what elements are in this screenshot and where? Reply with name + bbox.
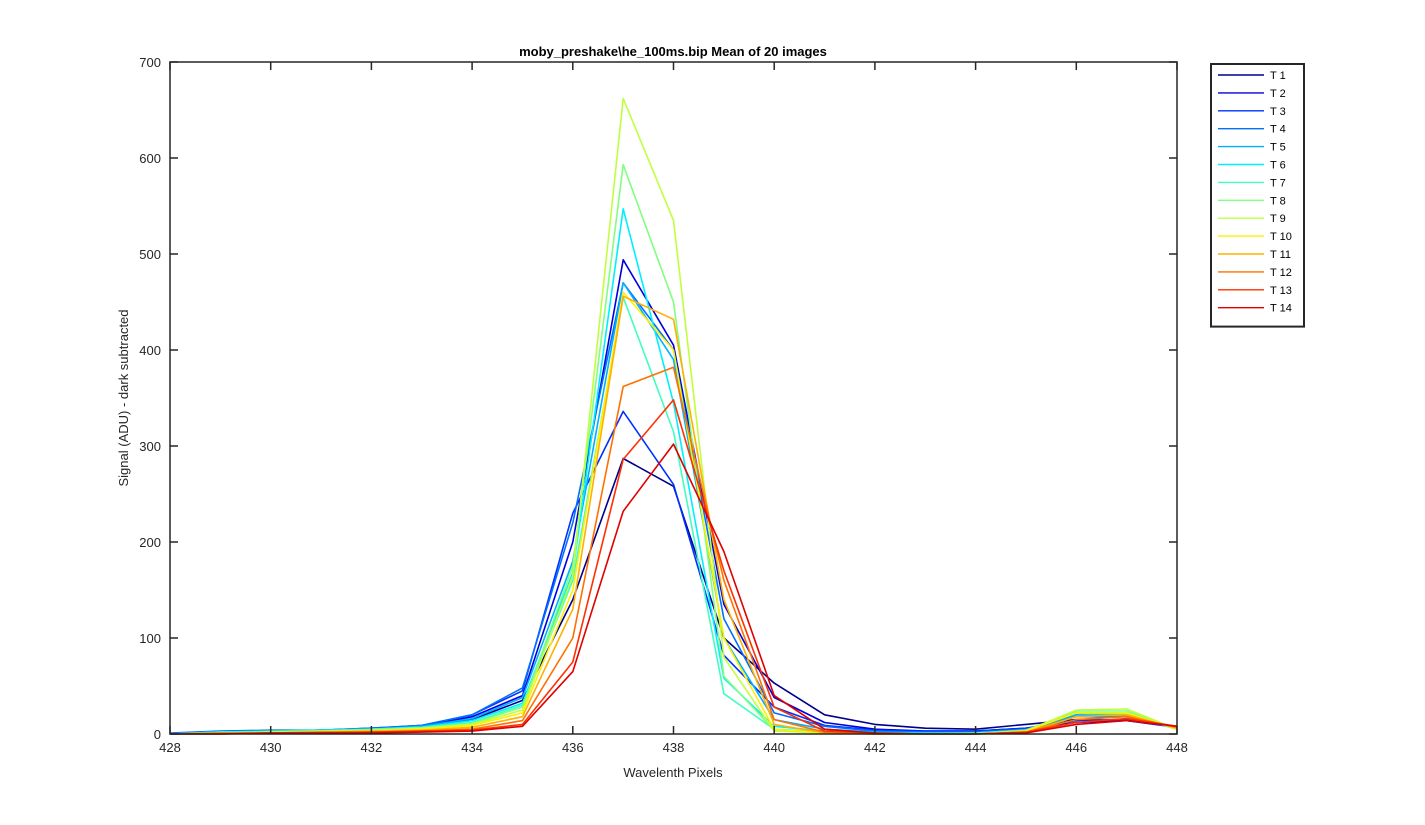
x-tick-label: 430 [260, 740, 282, 755]
legend: T 1 T 2 T 3 T 4 T 5 T 6 T 7 T 8 T 9 T 10 T 11 T 12 T… [1210, 63, 1305, 328]
x-tick-label: 444 [965, 740, 987, 755]
legend-box [1210, 63, 1305, 328]
y-tick-label: 700 [139, 55, 161, 70]
x-tick-label: 436 [562, 740, 584, 755]
legend-label: T 1 [1270, 70, 1286, 82]
y-tick-label: 100 [139, 631, 161, 646]
x-tick-label: 434 [461, 740, 483, 755]
legend-label: T 11 [1270, 249, 1291, 261]
ticks-layer: 428 430 432 434 436 438 440 442 444 446 448 0 100 200… [139, 55, 1188, 755]
legend-label: T 4 [1270, 124, 1286, 136]
x-tick-label: 446 [1065, 740, 1087, 755]
y-tick-label: 0 [154, 727, 161, 742]
chart-title: moby_preshake\he_100ms.bip Mean of 20 im… [519, 44, 827, 59]
x-tick-label: 440 [763, 740, 785, 755]
x-tick-label: 438 [663, 740, 685, 755]
legend-label: T 6 [1270, 160, 1286, 172]
x-tick-label: 448 [1166, 740, 1188, 755]
y-axis-label: Signal (ADU) - dark subtracted [116, 309, 131, 486]
legend-label: T 5 [1270, 142, 1286, 154]
y-tick-label: 300 [139, 439, 161, 454]
legend-label: T 2 [1270, 88, 1286, 100]
legend-label: T 10 [1270, 231, 1292, 243]
x-tick-label: 432 [361, 740, 383, 755]
y-tick-label: 600 [139, 151, 161, 166]
legend-label: T 7 [1270, 177, 1286, 189]
legend-label: T 12 [1270, 267, 1292, 279]
legend-label: T 8 [1270, 195, 1286, 207]
x-tick-label: 442 [864, 740, 886, 755]
x-tick-label: 428 [159, 740, 181, 755]
y-tick-label: 200 [139, 535, 161, 550]
legend-label: T 13 [1270, 285, 1292, 297]
legend-label: T 9 [1270, 213, 1286, 225]
y-tick-label: 500 [139, 247, 161, 262]
plot-area [170, 62, 1177, 734]
y-tick-label: 400 [139, 343, 161, 358]
legend-label: T 3 [1270, 106, 1286, 118]
legend-label: T 14 [1270, 303, 1292, 315]
x-axis-label: Wavelenth Pixels [623, 765, 723, 780]
